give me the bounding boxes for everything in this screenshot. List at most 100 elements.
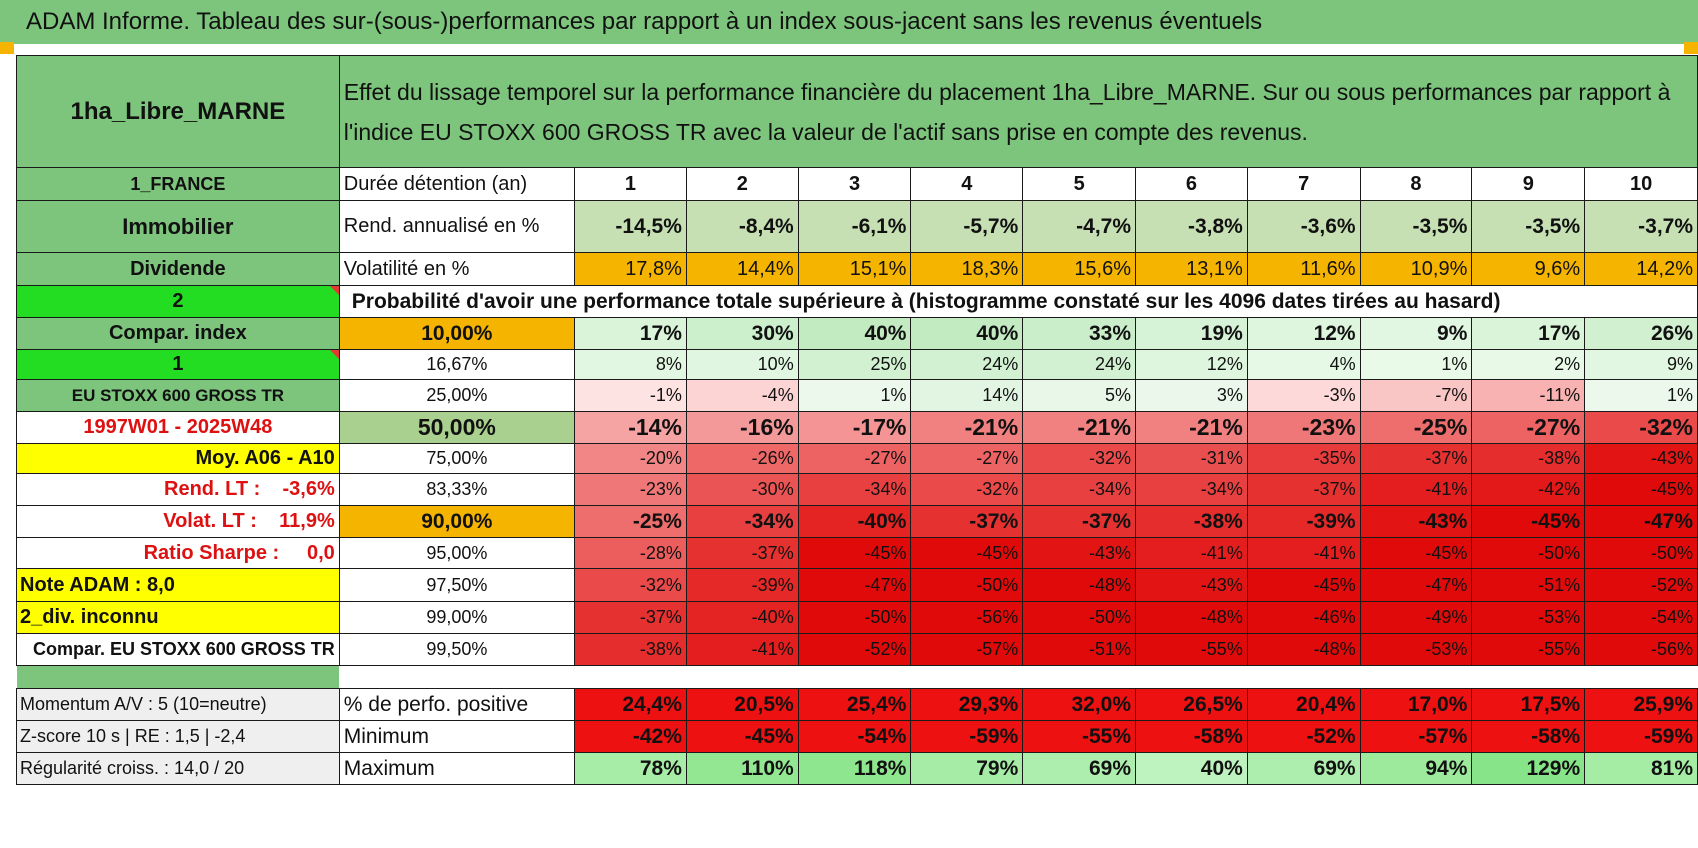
selector-1-dropdown[interactable]: 1 (16, 349, 340, 380)
prob-value: -30% (685, 473, 799, 506)
rend-value: -14,5% (573, 200, 687, 253)
year-header: 6 (1135, 167, 1248, 201)
prob-value: -11% (1471, 379, 1586, 412)
prob-value: -40% (685, 601, 799, 634)
max-value: 40% (1135, 752, 1248, 785)
prob-value: -37% (1022, 505, 1137, 538)
pos-value: 17,5% (1471, 688, 1586, 721)
prob-value: -21% (1135, 411, 1248, 444)
prob-value: -27% (797, 443, 912, 474)
rend-value: -3,5% (1359, 200, 1473, 253)
index-name-cell: EU STOXX 600 GROSS TR (16, 379, 340, 412)
prob-value: -53% (1359, 633, 1473, 666)
prob-value: -49% (1359, 601, 1473, 634)
volat-lt-cell: Volat. LT : 11,9% (16, 505, 340, 538)
pos-value: 17,0% (1359, 688, 1473, 721)
prob-row: 1 16,67% 8% 10% 25% 24% 24% 12% 4% 1% 2% 9% (16, 349, 1698, 380)
pos-value: 24,4% (573, 688, 687, 721)
prob-value: -43% (1135, 568, 1248, 602)
max-label: Maximum (338, 752, 575, 785)
rend-value: -3,8% (1135, 200, 1248, 253)
pos-value: 20,5% (685, 688, 799, 721)
prob-row: Ratio Sharpe : 0,0 95,00% -28% -37% -45% -45%… (16, 537, 1698, 569)
prob-value: -56% (910, 601, 1024, 634)
min-value: -42% (573, 720, 687, 753)
prob-value: -52% (797, 633, 912, 666)
right-edge-marker (1684, 42, 1698, 54)
duration-label: Durée détention (an) (338, 167, 575, 201)
prob-value: 9% (1584, 349, 1698, 380)
prob-value: -45% (910, 537, 1024, 569)
prob-value: -37% (910, 505, 1024, 538)
prob-value: -32% (1584, 411, 1698, 444)
prob-value: -43% (1584, 443, 1698, 474)
prob-value: 40% (797, 317, 912, 350)
year-header: 10 (1584, 167, 1698, 201)
max-value: 129% (1471, 752, 1586, 785)
prob-value: 24% (910, 349, 1024, 380)
pos-value: 32,0% (1022, 688, 1137, 721)
pos-value: 25,9% (1584, 688, 1698, 721)
prob-value: -50% (910, 568, 1024, 602)
prob-value: -32% (573, 568, 687, 602)
min-value: -52% (1246, 720, 1361, 753)
spacer-row (16, 665, 1698, 689)
prob-value: -50% (797, 601, 912, 634)
prob-value: -34% (797, 473, 912, 506)
prob-value: -23% (573, 473, 687, 506)
prob-value: 17% (1471, 317, 1586, 350)
prob-value: -47% (1584, 505, 1698, 538)
prob-value: -37% (1359, 443, 1473, 474)
prob-threshold: 95,00% (338, 537, 575, 569)
rend-value: -6,1% (797, 200, 912, 253)
summary-row: Momentum A/V : 5 (10=neutre)% de perfo. … (16, 688, 1698, 721)
prob-row: Compar. EU STOXX 600 GROSS TR 99,50% -38% -… (16, 633, 1698, 666)
vol-value: 15,1% (797, 252, 912, 286)
min-value: -57% (1359, 720, 1473, 753)
prob-value: -42% (1471, 473, 1586, 506)
prob-value: 5% (1022, 379, 1137, 412)
year-header: 4 (910, 167, 1024, 201)
prob-value: 17% (573, 317, 687, 350)
regularite-cell: Régularité croiss. : 14,0 / 20 (16, 752, 340, 785)
year-header: 8 (1359, 167, 1473, 201)
max-value: 78% (573, 752, 687, 785)
prob-value: -51% (1471, 568, 1586, 602)
vol-value: 14,4% (685, 252, 799, 286)
min-value: -58% (1471, 720, 1586, 753)
prob-row: 2_div. inconnu 99,00% -37% -40% -50% -56% -50%… (16, 601, 1698, 634)
vol-value: 15,6% (1022, 252, 1137, 286)
selector-2-dropdown[interactable]: 2 (16, 285, 340, 318)
left-edge-marker (0, 42, 14, 54)
prob-value: 8% (573, 349, 687, 380)
prob-value: 40% (910, 317, 1024, 350)
vol-row: Dividende Volatilité en % 17,8% 14,4% 15,1… (16, 252, 1698, 286)
max-value: 79% (910, 752, 1024, 785)
prob-value: -40% (797, 505, 912, 538)
prob-value: -55% (1135, 633, 1248, 666)
prob-value: -7% (1359, 379, 1473, 412)
min-value: -59% (910, 720, 1024, 753)
prob-value: -41% (1246, 537, 1361, 569)
prob-value: -1% (573, 379, 687, 412)
prob-value: -35% (1246, 443, 1361, 474)
pos-value: 29,3% (910, 688, 1024, 721)
prob-threshold: 83,33% (338, 473, 575, 506)
prob-value: 1% (1584, 379, 1698, 412)
zscore-cell: Z-score 10 s | RE : 1,5 | -2,4 (16, 720, 340, 753)
prob-threshold: 97,50% (338, 568, 575, 602)
prob-value: -38% (573, 633, 687, 666)
fund-name-cell: 1ha_Libre_MARNE (16, 55, 340, 168)
prob-threshold: 99,50% (338, 633, 575, 666)
max-value: 94% (1359, 752, 1473, 785)
prob-threshold: 10,00% (338, 317, 575, 350)
pos-label: % de perfo. positive (338, 688, 575, 721)
pos-value: 26,5% (1135, 688, 1248, 721)
summary-row: Régularité croiss. : 14,0 / 20 Maximum 78%… (16, 752, 1698, 785)
prob-value: 1% (797, 379, 912, 412)
note-cell: Note ADAM : 8,0 (16, 568, 340, 602)
prob-value: -3% (1246, 379, 1361, 412)
prob-value: -48% (1246, 633, 1361, 666)
prob-value: -47% (797, 568, 912, 602)
performance-table: 1ha_Libre_MARNE Effet du lissage tempore… (16, 55, 1698, 785)
